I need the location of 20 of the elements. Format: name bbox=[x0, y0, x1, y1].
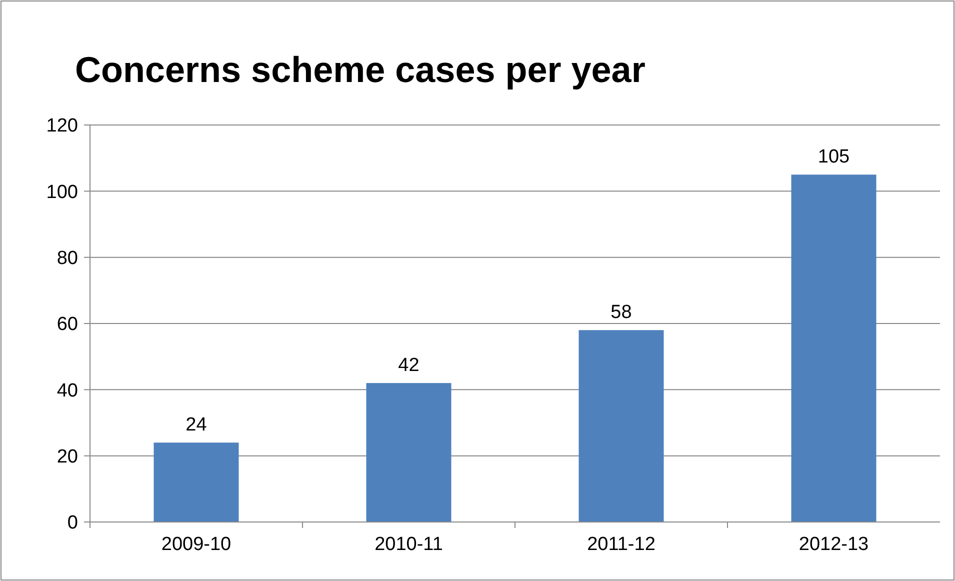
x-tick-label: 2012-13 bbox=[798, 534, 869, 555]
data-label: 42 bbox=[398, 355, 420, 376]
y-tick-label: 20 bbox=[56, 446, 78, 468]
bar bbox=[791, 174, 876, 522]
y-tick-label: 80 bbox=[56, 248, 78, 269]
y-tick-label: 0 bbox=[67, 512, 78, 534]
data-label: 58 bbox=[610, 302, 632, 324]
x-tick-label: 2009-10 bbox=[161, 534, 232, 555]
data-label: 105 bbox=[818, 146, 850, 168]
bar bbox=[154, 442, 239, 522]
bar bbox=[578, 330, 664, 522]
x-tick-label: 2011-12 bbox=[587, 534, 656, 555]
bar bbox=[366, 383, 452, 522]
y-tick-label: 100 bbox=[46, 182, 78, 203]
x-tick-label: 2010-11 bbox=[374, 534, 443, 555]
y-tick-label: 40 bbox=[56, 380, 78, 402]
y-tick-label: 60 bbox=[56, 314, 78, 336]
chart-title: Concerns scheme cases per year bbox=[75, 49, 646, 90]
data-label: 24 bbox=[186, 414, 208, 436]
y-tick-label: 120 bbox=[46, 116, 78, 137]
